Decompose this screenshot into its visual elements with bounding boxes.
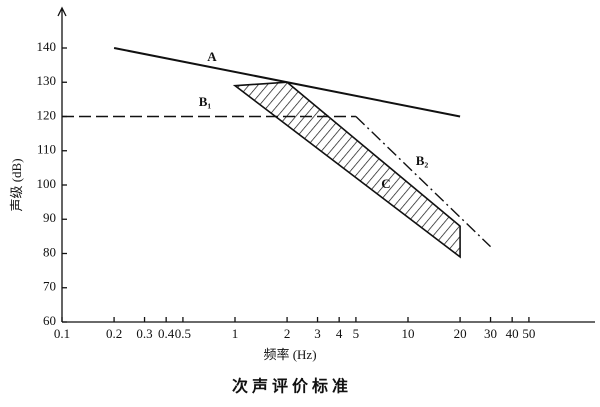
y-axis bbox=[57, 6, 67, 322]
x-tick-label: 4 bbox=[336, 326, 343, 341]
hatched-region bbox=[232, 81, 461, 259]
y-tick-label: 110 bbox=[37, 142, 56, 157]
y-tick-label: 70 bbox=[43, 279, 56, 294]
x-tick-label: 20 bbox=[454, 326, 467, 341]
y-tick-label: 120 bbox=[37, 107, 57, 122]
x-tick-label: 50 bbox=[522, 326, 535, 341]
x-tick-label: 0.1 bbox=[54, 326, 70, 341]
y-axis-label: 声级 (dB) bbox=[9, 158, 24, 211]
series-label: C bbox=[381, 176, 390, 191]
series-label: B₁ bbox=[199, 94, 212, 109]
series-label: A bbox=[207, 49, 217, 64]
x-tick-label: 10 bbox=[402, 326, 415, 341]
y-tick-label: 140 bbox=[37, 39, 57, 54]
x-tick-label: 0.4 bbox=[158, 326, 175, 341]
x-tick-label: 30 bbox=[484, 326, 497, 341]
y-tick-label: 60 bbox=[43, 313, 56, 328]
x-tick-label: 3 bbox=[314, 326, 321, 341]
series-label: B₂ bbox=[416, 153, 429, 168]
x-tick-label: 2 bbox=[284, 326, 291, 341]
y-tick-label: 90 bbox=[43, 210, 56, 225]
x-axis-label: 频率 (Hz) bbox=[263, 347, 316, 362]
series-line bbox=[355, 115, 492, 248]
y-tick-label: 100 bbox=[37, 176, 57, 191]
x-tick-label: 0.5 bbox=[175, 326, 191, 341]
x-tick-label: 1 bbox=[232, 326, 239, 341]
chart-title: 次 声 评 价 标 准 bbox=[232, 377, 348, 396]
y-tick-label: 130 bbox=[37, 73, 57, 88]
x-tick-label: 5 bbox=[353, 326, 360, 341]
y-tick-label: 80 bbox=[43, 244, 56, 259]
x-tick-label: 0.3 bbox=[136, 326, 152, 341]
x-tick-label: 0.2 bbox=[106, 326, 122, 341]
x-tick-label: 40 bbox=[506, 326, 519, 341]
